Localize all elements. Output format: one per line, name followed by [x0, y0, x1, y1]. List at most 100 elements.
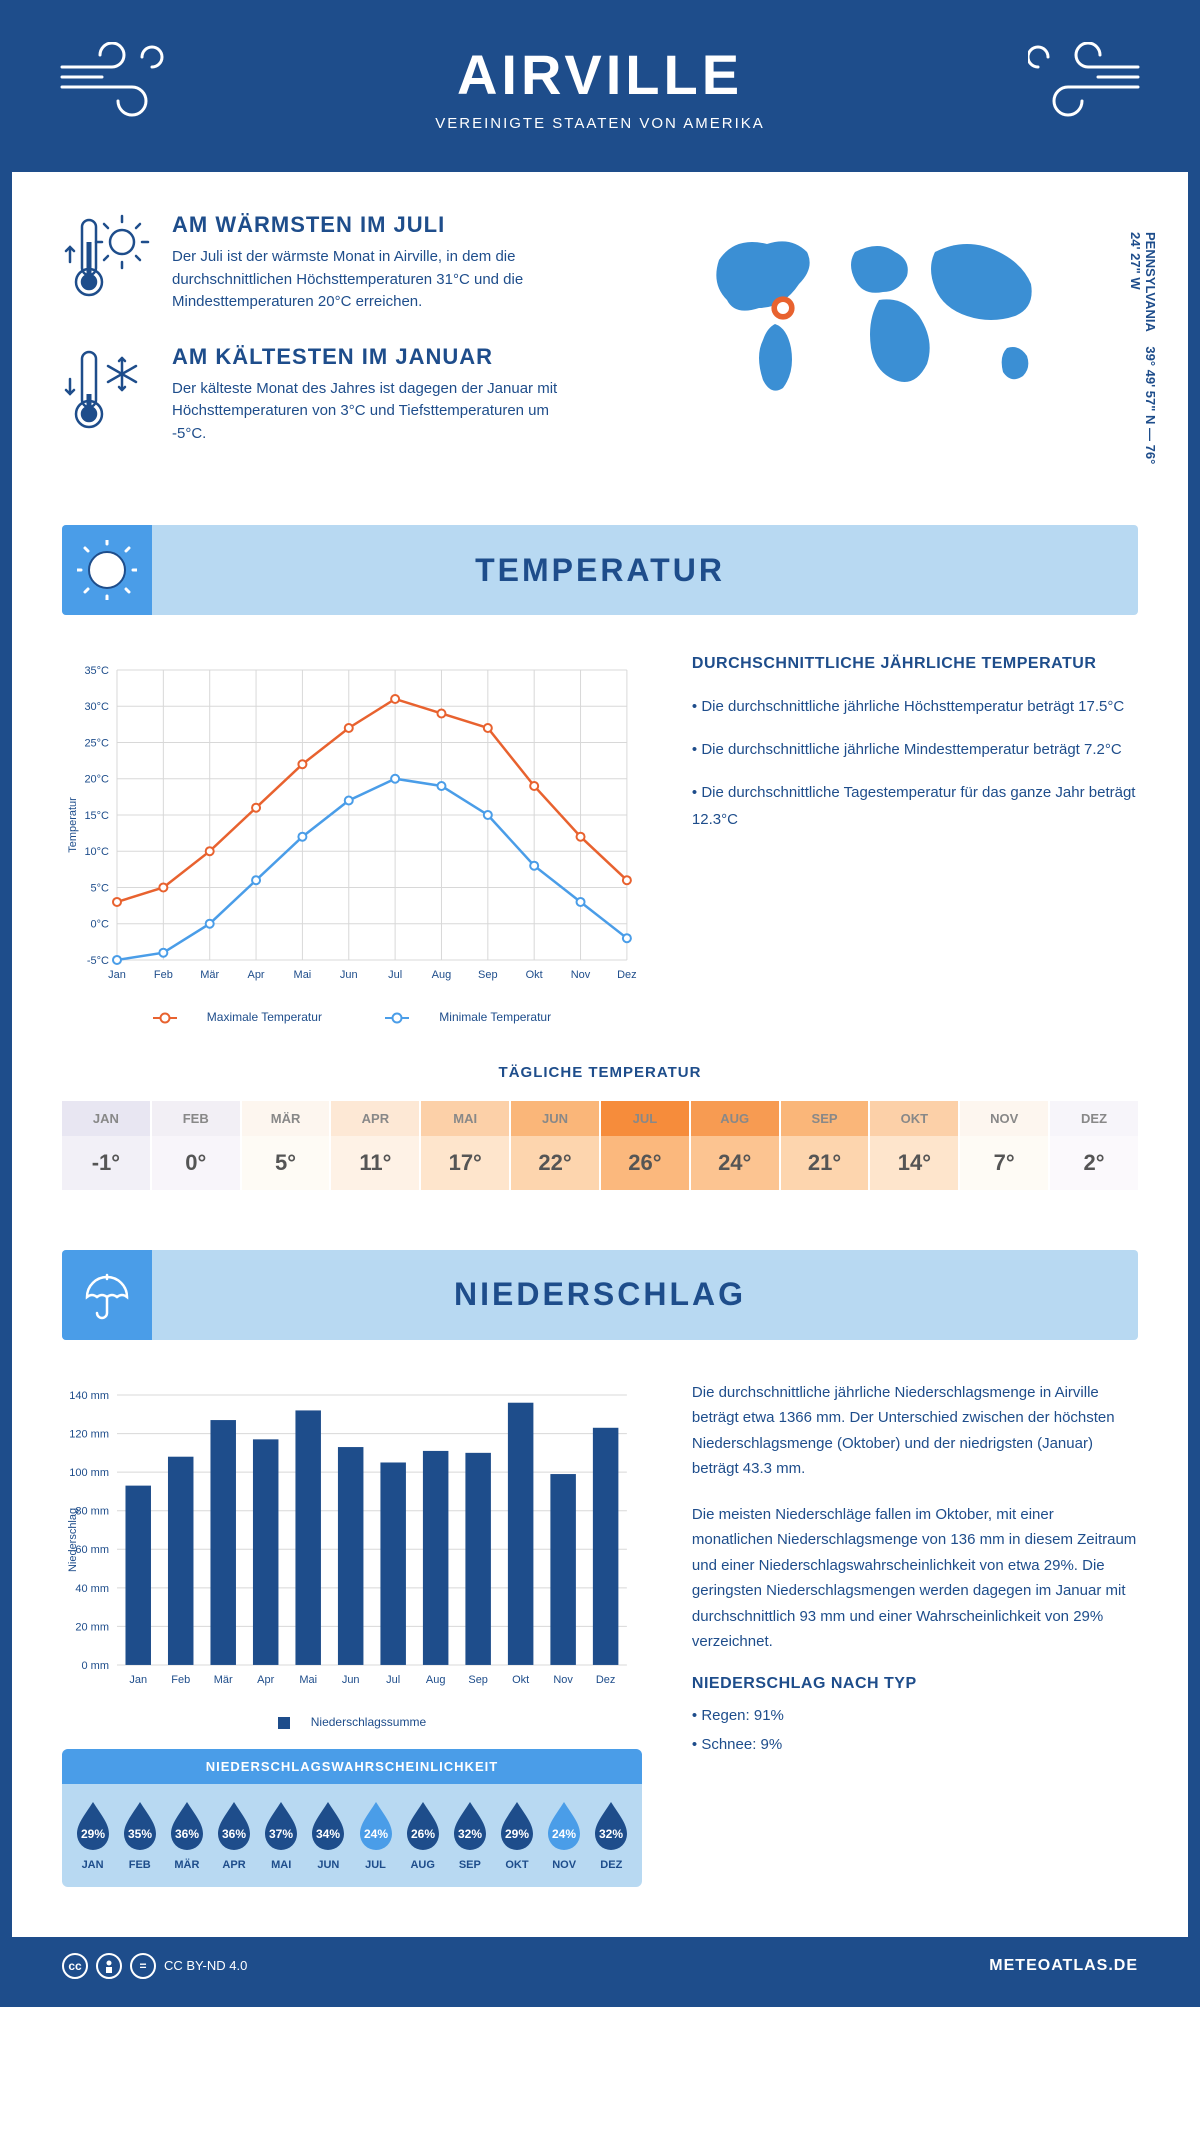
wind-icon — [52, 42, 172, 122]
svg-text:Dez: Dez — [617, 969, 637, 981]
footer: cc = CC BY-ND 4.0 METEOATLAS.DE — [12, 1937, 1188, 1995]
temperature-content: -5°C0°C5°C10°C15°C20°C25°C30°C35°CJanFeb… — [12, 615, 1188, 1044]
nd-icon: = — [130, 1953, 156, 1979]
svg-text:5°C: 5°C — [91, 882, 110, 894]
temperature-heading: TEMPERATUR — [475, 552, 725, 589]
thermometer-hot-icon — [62, 212, 152, 302]
warmest-block: AM WÄRMSTEN IM JULI Der Juli ist der wär… — [62, 212, 580, 314]
probability-drop: 36%APR — [211, 1798, 256, 1871]
svg-text:Mär: Mär — [214, 1674, 233, 1686]
chart-legend: Maximale Temperatur Minimale Temperatur — [62, 1010, 642, 1024]
precip-type-item: • Schnee: 9% — [692, 1732, 1138, 1758]
probability-drop: 34%JUN — [306, 1798, 351, 1871]
by-icon — [96, 1953, 122, 1979]
daily-temp-cell: FEB0° — [152, 1101, 240, 1190]
svg-text:Jan: Jan — [129, 1674, 147, 1686]
svg-text:60 mm: 60 mm — [75, 1544, 109, 1556]
prob-title: NIEDERSCHLAGSWAHRSCHEINLICHKEIT — [62, 1749, 642, 1784]
svg-text:30°C: 30°C — [84, 701, 109, 713]
svg-text:24%: 24% — [364, 1827, 388, 1841]
probability-drop: 32%DEZ — [589, 1798, 634, 1871]
svg-text:120 mm: 120 mm — [69, 1428, 109, 1440]
temp-bullet: • Die durchschnittliche Tagestemperatur … — [692, 779, 1138, 833]
warmest-text: Der Juli ist der wärmste Monat in Airvil… — [172, 246, 580, 314]
svg-text:10°C: 10°C — [84, 846, 109, 858]
info-section: AM WÄRMSTEN IM JULI Der Juli ist der wär… — [12, 172, 1188, 505]
svg-text:Jul: Jul — [386, 1674, 400, 1686]
svg-text:Jun: Jun — [342, 1674, 360, 1686]
daily-temp-cell: NOV7° — [960, 1101, 1048, 1190]
probability-drop: 24%JUL — [353, 1798, 398, 1871]
coordinates: PENNSYLVANIA 39° 49' 57" N — 76° 24' 27"… — [1128, 232, 1158, 475]
probability-drop: 29%JAN — [70, 1798, 115, 1871]
svg-text:29%: 29% — [505, 1827, 529, 1841]
svg-text:Feb: Feb — [171, 1674, 190, 1686]
probability-drop: 35%FEB — [117, 1798, 162, 1871]
header: AIRVILLE VEREINIGTE STAATEN VON AMERIKA — [12, 12, 1188, 172]
sun-icon — [77, 540, 137, 600]
svg-text:Jun: Jun — [340, 969, 358, 981]
svg-text:Apr: Apr — [248, 969, 265, 981]
daily-temp-title: TÄGLICHE TEMPERATUR — [62, 1064, 1138, 1081]
location-marker — [774, 299, 792, 317]
footer-license: cc = CC BY-ND 4.0 — [62, 1953, 247, 1979]
svg-text:37%: 37% — [269, 1827, 293, 1841]
temperature-banner: TEMPERATUR — [62, 525, 1138, 615]
svg-text:Niederschlag: Niederschlag — [67, 1508, 79, 1572]
infographic-container: AIRVILLE VEREINIGTE STAATEN VON AMERIKA … — [0, 0, 1200, 2007]
svg-text:20 mm: 20 mm — [75, 1621, 109, 1633]
subtitle: VEREINIGTE STAATEN VON AMERIKA — [32, 115, 1168, 132]
svg-text:Sep: Sep — [478, 969, 498, 981]
daily-temp-cell: MAI17° — [421, 1101, 509, 1190]
precipitation-banner: NIEDERSCHLAG — [62, 1250, 1138, 1340]
precip-legend: Niederschlagssumme — [62, 1715, 642, 1729]
svg-text:29%: 29% — [81, 1827, 105, 1841]
svg-text:0 mm: 0 mm — [82, 1660, 109, 1672]
probability-drop: 37%MAI — [259, 1798, 304, 1871]
svg-text:Okt: Okt — [526, 969, 543, 981]
daily-temp-cell: AUG24° — [691, 1101, 779, 1190]
svg-text:Feb: Feb — [154, 969, 173, 981]
svg-text:Okt: Okt — [512, 1674, 529, 1686]
warmest-title: AM WÄRMSTEN IM JULI — [172, 212, 580, 238]
precip-text-1: Die durchschnittliche jährliche Niedersc… — [692, 1380, 1138, 1482]
svg-text:100 mm: 100 mm — [69, 1467, 109, 1479]
wind-icon — [1028, 42, 1148, 122]
svg-text:Mai: Mai — [294, 969, 312, 981]
svg-text:80 mm: 80 mm — [75, 1506, 109, 1518]
coldest-block: AM KÄLTESTEN IM JANUAR Der kälteste Mona… — [62, 344, 580, 446]
svg-text:Aug: Aug — [432, 969, 452, 981]
svg-text:Apr: Apr — [257, 1674, 274, 1686]
svg-text:40 mm: 40 mm — [75, 1583, 109, 1595]
svg-text:34%: 34% — [316, 1827, 340, 1841]
coldest-title: AM KÄLTESTEN IM JANUAR — [172, 344, 580, 370]
svg-text:36%: 36% — [175, 1827, 199, 1841]
precipitation-probability-box: NIEDERSCHLAGSWAHRSCHEINLICHKEIT 29%JAN35… — [62, 1749, 642, 1887]
precipitation-heading: NIEDERSCHLAG — [454, 1276, 746, 1313]
coldest-text: Der kälteste Monat des Jahres ist dagege… — [172, 378, 580, 446]
daily-temp-cell: SEP21° — [781, 1101, 869, 1190]
svg-text:Mai: Mai — [299, 1674, 317, 1686]
thermometer-cold-icon — [62, 344, 152, 434]
precip-type-item: • Regen: 91% — [692, 1703, 1138, 1729]
svg-text:140 mm: 140 mm — [69, 1390, 109, 1402]
probability-drop: 24%NOV — [542, 1798, 587, 1871]
daily-temp-cell: JUN22° — [511, 1101, 599, 1190]
daily-temp-cell: MÄR5° — [242, 1101, 330, 1190]
temperature-line-chart: -5°C0°C5°C10°C15°C20°C25°C30°C35°CJanFeb… — [62, 655, 642, 995]
world-map — [620, 212, 1138, 412]
daily-temperature: TÄGLICHE TEMPERATUR JAN-1°FEB0°MÄR5°APR1… — [12, 1044, 1188, 1230]
svg-text:24%: 24% — [552, 1827, 576, 1841]
svg-text:Sep: Sep — [468, 1674, 488, 1686]
svg-text:Nov: Nov — [553, 1674, 573, 1686]
svg-text:36%: 36% — [222, 1827, 246, 1841]
svg-text:Nov: Nov — [571, 969, 591, 981]
probability-drop: 36%MÄR — [164, 1798, 209, 1871]
svg-text:Jul: Jul — [388, 969, 402, 981]
svg-text:Temperatur: Temperatur — [67, 797, 79, 853]
precip-by-type-title: NIEDERSCHLAG NACH TYP — [692, 1675, 1138, 1693]
svg-text:Mär: Mär — [200, 969, 219, 981]
svg-text:Dez: Dez — [596, 1674, 616, 1686]
temp-bullet: • Die durchschnittliche jährliche Mindes… — [692, 736, 1138, 763]
daily-temp-cell: DEZ2° — [1050, 1101, 1138, 1190]
